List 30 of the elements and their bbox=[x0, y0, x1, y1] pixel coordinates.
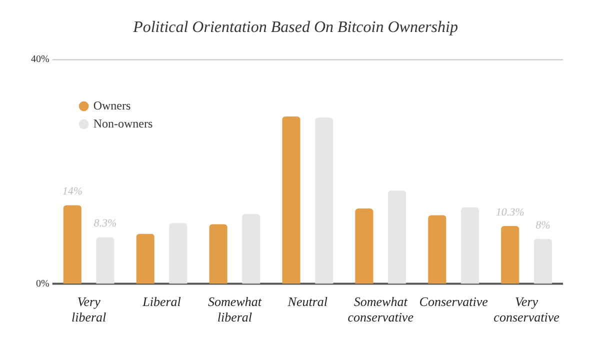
data-label: 10.3% bbox=[496, 206, 524, 218]
bar bbox=[428, 215, 446, 284]
bar bbox=[501, 226, 520, 284]
legend-label: Owners bbox=[93, 98, 131, 112]
x-tick-label: Liberal bbox=[142, 294, 182, 310]
x-tick-label: Conservative bbox=[419, 294, 488, 310]
x-tick-label: Neutral bbox=[286, 294, 328, 310]
bar bbox=[460, 207, 480, 284]
data-label: 8.3% bbox=[94, 218, 117, 230]
bar bbox=[355, 208, 374, 284]
data-label: 14% bbox=[62, 186, 82, 198]
x-tick-label: Somewhat liberal bbox=[208, 294, 262, 325]
bar bbox=[242, 214, 260, 284]
bar bbox=[63, 205, 82, 284]
data-label: 8% bbox=[536, 219, 550, 232]
x-tick-label: Somewhat conservative bbox=[348, 294, 414, 325]
bar bbox=[282, 116, 300, 284]
y-tick-label: 40% bbox=[30, 54, 50, 65]
bar bbox=[534, 238, 552, 284]
x-tick-label: Very conservative bbox=[494, 294, 560, 325]
x-tick-label: Very liberal bbox=[71, 294, 107, 325]
bar bbox=[209, 224, 228, 284]
bar bbox=[136, 234, 154, 284]
chart-title: Political Orientation Based On Bitcoin Ownership bbox=[132, 18, 458, 36]
bar bbox=[388, 190, 406, 284]
bar bbox=[96, 237, 114, 284]
y-tick-label: 0% bbox=[36, 278, 50, 290]
legend-label: Non-owners bbox=[93, 116, 153, 130]
bar bbox=[169, 223, 188, 284]
bar bbox=[315, 118, 334, 284]
